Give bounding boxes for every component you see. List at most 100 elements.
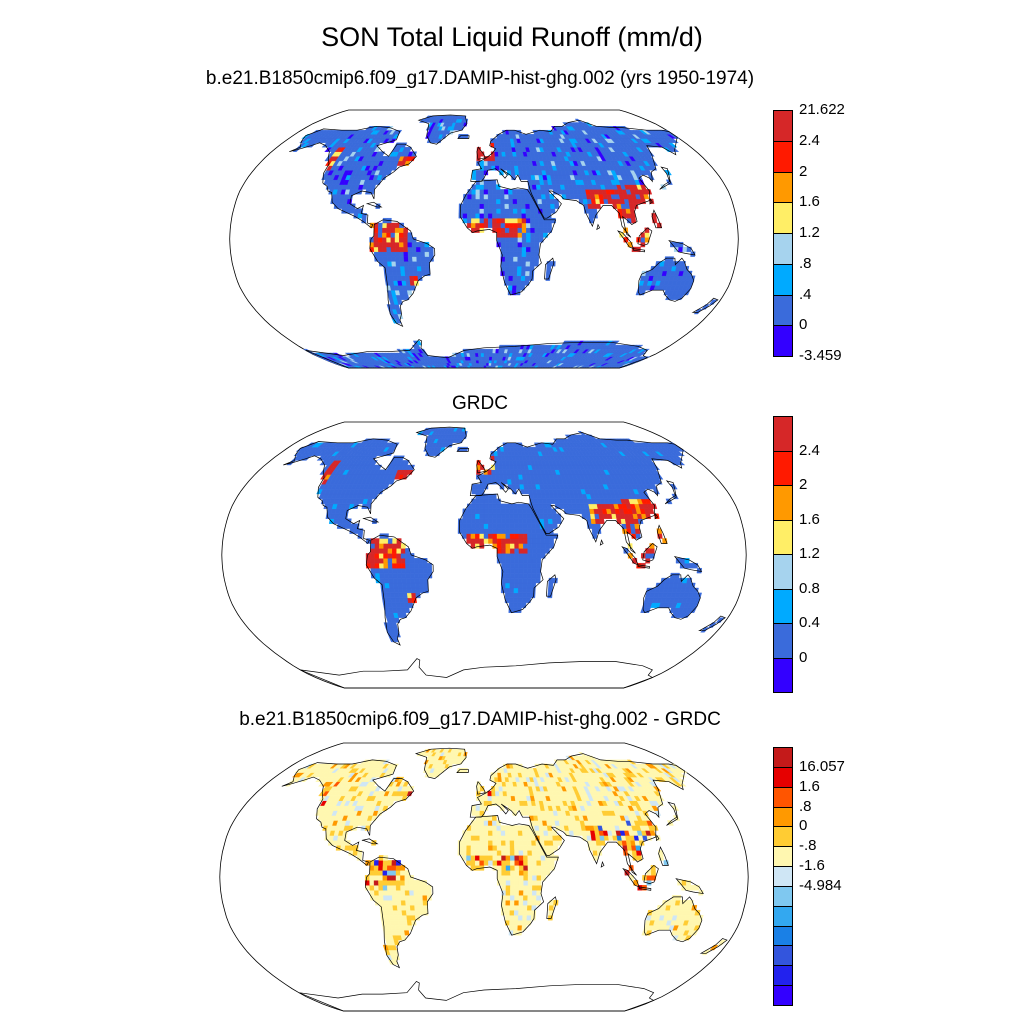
grid-cell bbox=[513, 919, 519, 926]
grid-cell bbox=[411, 241, 417, 248]
grid-cell bbox=[534, 246, 540, 253]
grid-cell bbox=[483, 474, 489, 480]
coastlines bbox=[289, 114, 719, 369]
coastline-australia bbox=[642, 574, 701, 620]
grid-cell bbox=[479, 208, 485, 214]
grid-cell bbox=[487, 184, 493, 190]
grid-cell bbox=[348, 850, 354, 856]
grid-cell bbox=[391, 890, 397, 896]
grid-cell bbox=[497, 460, 503, 466]
grid-cell bbox=[530, 587, 536, 594]
grid-cell bbox=[526, 904, 533, 911]
grid-cell bbox=[500, 208, 506, 214]
grid-cell bbox=[521, 232, 527, 238]
grid-cell bbox=[378, 543, 384, 549]
grid-cell bbox=[513, 924, 519, 931]
grid-cell bbox=[373, 232, 379, 238]
grid-cell bbox=[407, 237, 413, 243]
grid-cell bbox=[475, 189, 481, 195]
grid-cell bbox=[509, 914, 515, 921]
colorbar-box bbox=[773, 325, 793, 357]
grid-cell bbox=[538, 508, 544, 515]
grid-cell bbox=[692, 587, 699, 594]
grid-cell bbox=[462, 203, 468, 209]
grid-cell bbox=[517, 597, 523, 604]
grid-cell bbox=[497, 870, 502, 876]
grid-cell bbox=[483, 160, 489, 166]
grid-cell bbox=[505, 840, 511, 846]
colorbar-box bbox=[773, 657, 793, 693]
grid-cell bbox=[527, 553, 533, 559]
grid-cell bbox=[504, 508, 510, 515]
grid-cell bbox=[475, 213, 480, 219]
colorbar-label: 2.4 bbox=[799, 131, 820, 149]
grid-cell bbox=[422, 562, 428, 569]
grid-cell bbox=[532, 189, 538, 195]
grid-cell bbox=[529, 203, 535, 209]
grid-cell bbox=[377, 227, 383, 233]
grid-cell bbox=[413, 900, 420, 906]
grid-cell bbox=[410, 914, 416, 921]
grid-cell bbox=[396, 275, 402, 281]
grid-cell bbox=[504, 265, 510, 272]
colorbar-label: 0 bbox=[799, 316, 808, 334]
grid-cell bbox=[416, 246, 421, 253]
grid-cell bbox=[390, 246, 396, 253]
grid-cell bbox=[524, 275, 530, 281]
colorbar-label: 2 bbox=[799, 476, 808, 493]
grid-cell bbox=[709, 944, 719, 951]
grid-cell bbox=[378, 256, 384, 262]
grid-cell bbox=[523, 855, 529, 861]
grid-cell bbox=[487, 160, 492, 166]
grid-cell bbox=[509, 227, 514, 233]
grid-cell bbox=[530, 222, 535, 229]
grid-cell bbox=[491, 474, 496, 480]
grid-cell bbox=[470, 855, 476, 861]
grid-cell bbox=[403, 256, 409, 262]
grid-cell bbox=[492, 498, 497, 505]
grid-cell bbox=[514, 855, 520, 861]
grid-cell bbox=[529, 208, 535, 214]
grid-cell bbox=[592, 208, 598, 214]
grid-cell bbox=[348, 845, 355, 851]
grid-cell bbox=[411, 592, 417, 599]
grid-cell bbox=[530, 241, 535, 248]
grid-cell bbox=[369, 890, 375, 896]
grid-cell bbox=[522, 572, 528, 579]
grid-cell bbox=[419, 587, 425, 594]
grid-cell bbox=[388, 582, 395, 589]
grid-cell bbox=[370, 567, 376, 574]
grid-cell bbox=[531, 538, 537, 544]
grid-cell bbox=[392, 900, 398, 906]
grid-cell bbox=[527, 572, 533, 579]
grid-cell bbox=[492, 840, 498, 846]
grid-cell bbox=[483, 198, 489, 205]
grid-cell bbox=[483, 538, 489, 544]
grid-cell bbox=[390, 222, 396, 229]
grid-cell bbox=[504, 825, 510, 831]
grid-cell bbox=[409, 895, 415, 901]
grid-cell bbox=[497, 151, 503, 157]
grid-cell bbox=[522, 845, 528, 851]
grid-cell bbox=[479, 474, 485, 480]
grid-cell bbox=[383, 553, 389, 559]
grid-cell bbox=[470, 835, 476, 841]
grid-cell bbox=[521, 592, 527, 599]
grid-cell bbox=[527, 875, 533, 881]
grid-cell bbox=[509, 577, 515, 584]
grid-cell bbox=[548, 845, 554, 851]
grid-cell bbox=[488, 845, 493, 851]
grid-cell bbox=[410, 582, 416, 589]
grid-cell bbox=[404, 265, 410, 272]
grid-cell bbox=[543, 513, 549, 519]
grid-cell bbox=[405, 558, 411, 564]
grid-cell bbox=[487, 156, 492, 162]
grid-cell bbox=[399, 256, 405, 262]
grid-cell bbox=[548, 523, 554, 529]
grid-cell bbox=[518, 840, 524, 846]
grid-cell bbox=[369, 880, 375, 886]
grid-cell bbox=[513, 213, 518, 219]
grid-cell bbox=[374, 553, 380, 559]
grid-cell bbox=[406, 592, 413, 599]
grid-cell bbox=[472, 170, 477, 176]
